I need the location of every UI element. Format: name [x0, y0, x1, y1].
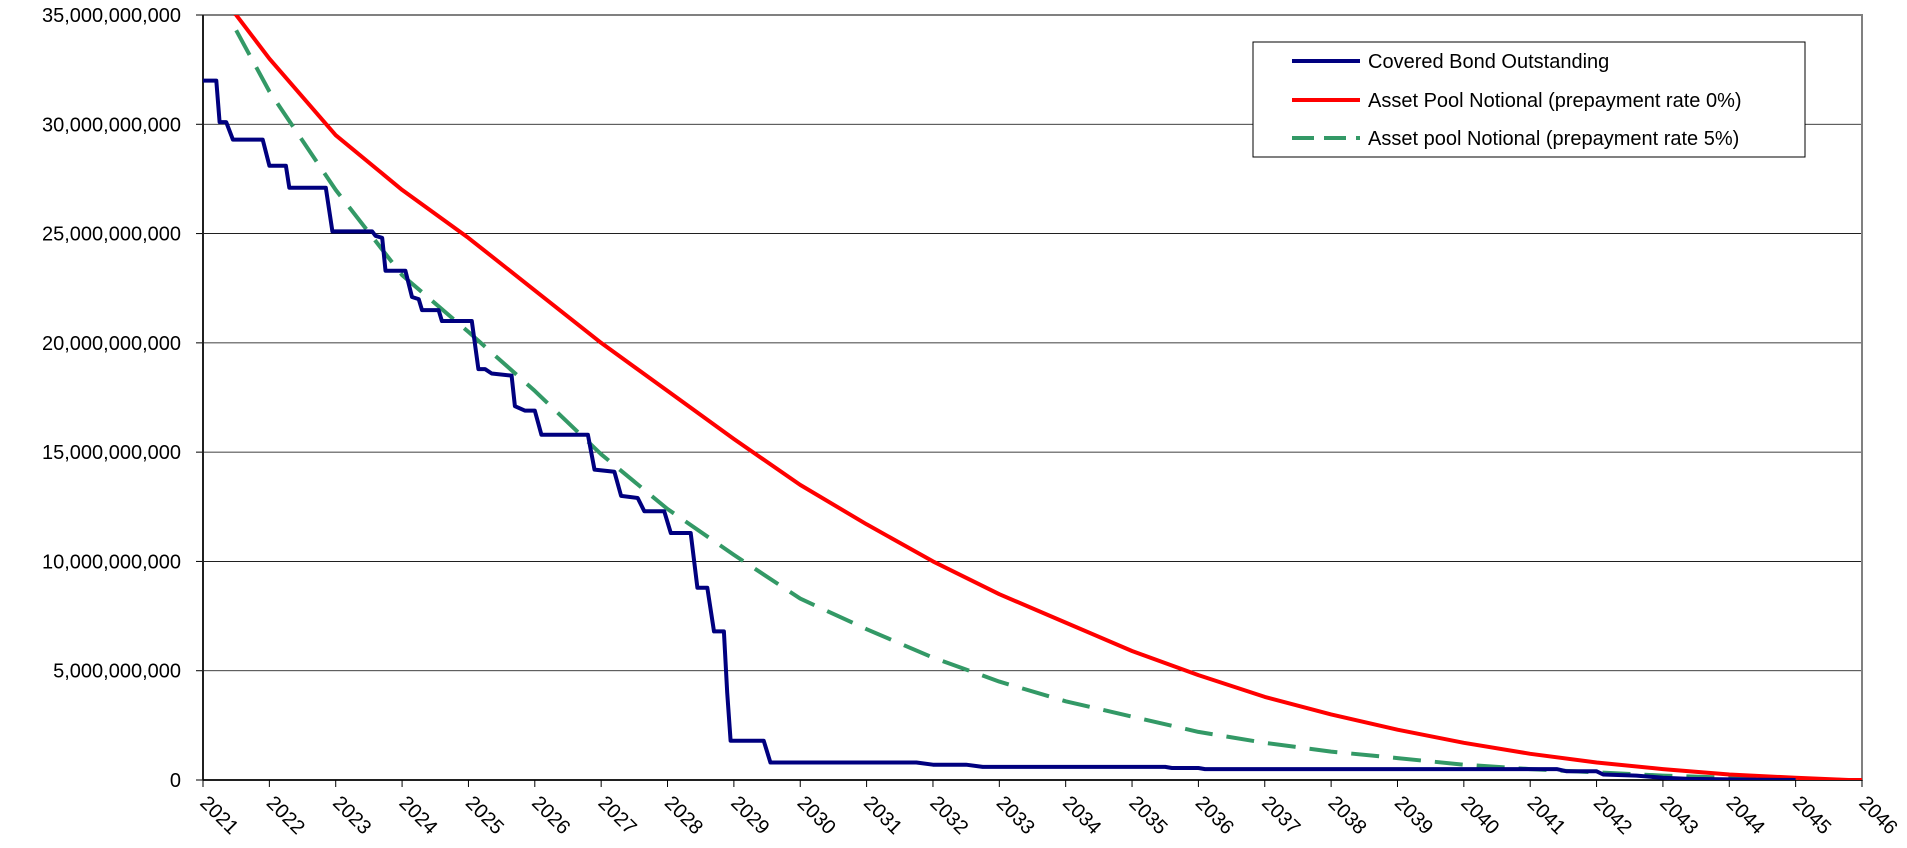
- legend-label-asset-pool-0: Asset Pool Notional (prepayment rate 0%): [1368, 90, 1742, 112]
- series-lines: [203, 15, 1862, 780]
- legend-label-asset-pool-5: Asset pool Notional (prepayment rate 5%): [1368, 128, 1739, 150]
- y-tick-label: 20,000,000,000: [42, 333, 181, 355]
- legend: Covered Bond Outstanding Asset Pool Noti…: [1252, 41, 1806, 158]
- series-line-covered-bond: [203, 78, 1796, 780]
- y-tick-label: 0: [170, 770, 181, 792]
- y-tick-label: 10,000,000,000: [42, 551, 181, 573]
- y-tick-label: 5,000,000,000: [53, 661, 181, 683]
- y-tick-label: 35,000,000,000: [42, 5, 181, 27]
- y-tick-label: 25,000,000,000: [42, 224, 181, 246]
- legend-label-covered-bond: Covered Bond Outstanding: [1368, 51, 1609, 73]
- y-tick-label: 15,000,000,000: [42, 442, 181, 464]
- series-line-asset-pool-0: [233, 15, 1862, 780]
- y-tick-label: 30,000,000,000: [42, 114, 181, 136]
